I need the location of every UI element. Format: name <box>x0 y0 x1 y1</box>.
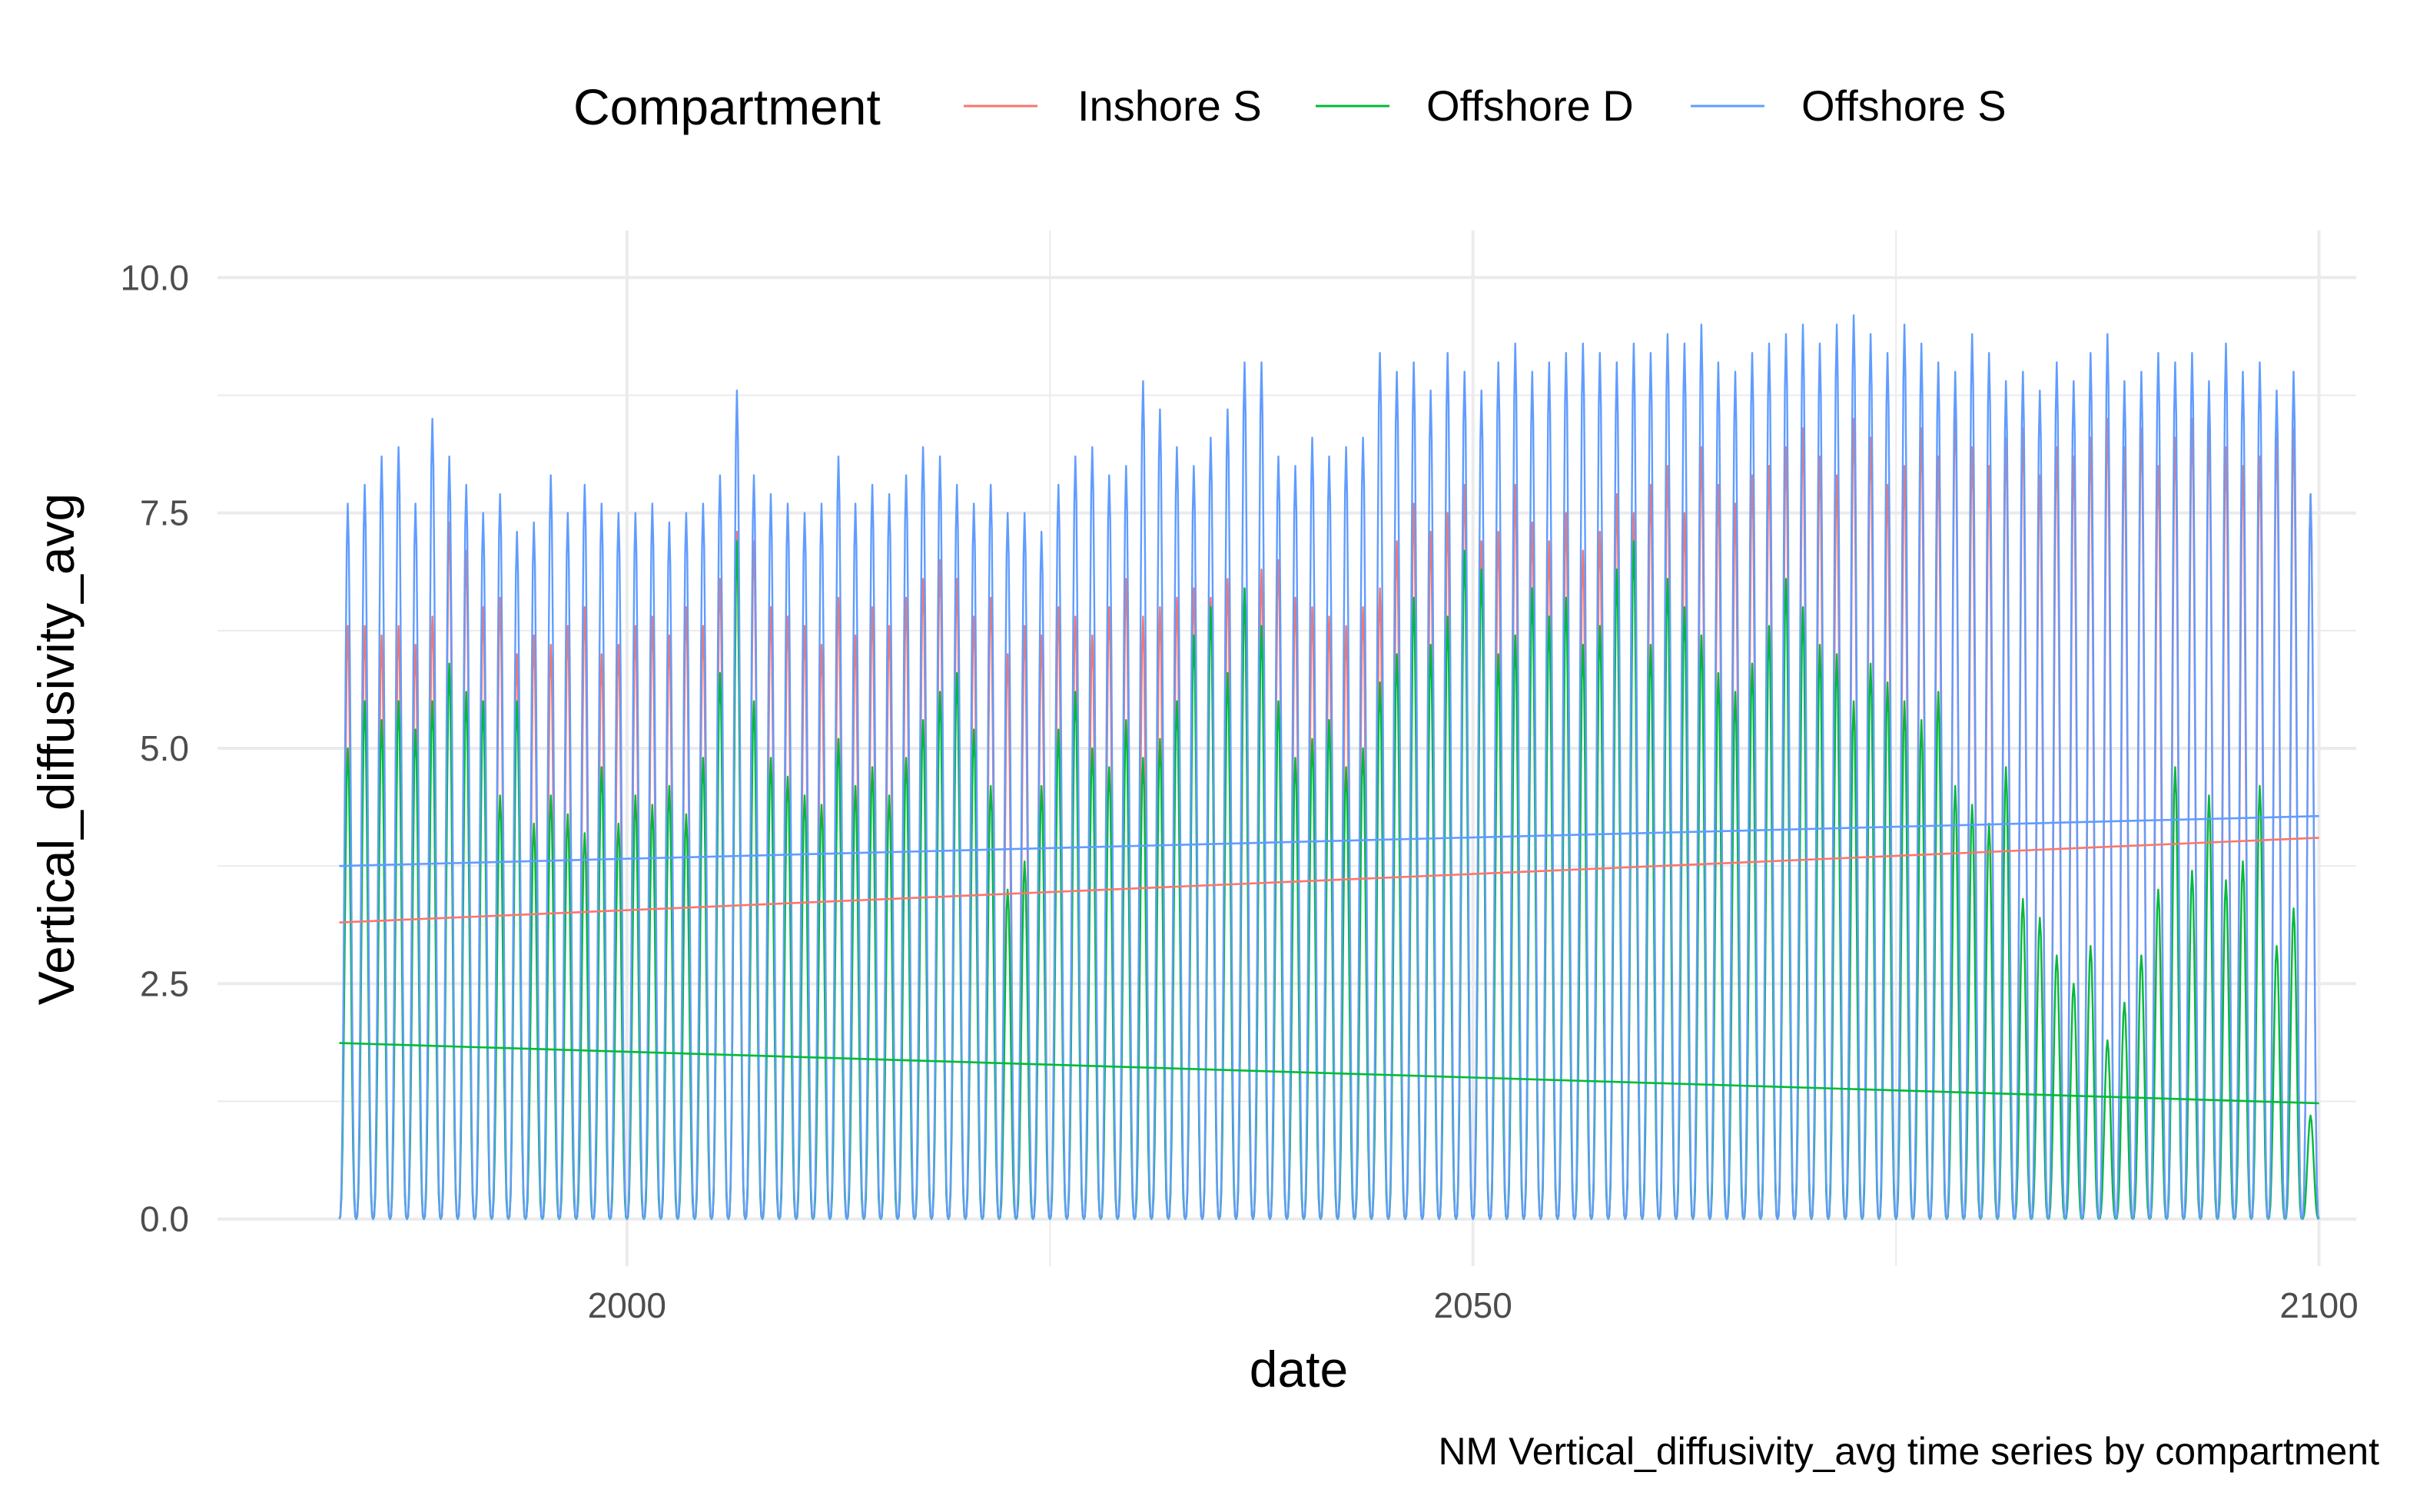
legend-label-inshore-s: Inshore S <box>1077 81 1262 130</box>
legend-title: Compartment <box>573 78 881 135</box>
y-tick-label: 0.0 <box>140 1199 189 1239</box>
trend-line-offshore-s <box>339 814 2319 867</box>
x-tick-labels: 2000 2050 2100 <box>588 1285 2359 1325</box>
series-line-inshore-s <box>338 408 2320 1220</box>
legend-label-offshore-d: Offshore D <box>1426 81 1634 130</box>
y-tick-label: 2.5 <box>140 963 189 1003</box>
legend: Compartment Inshore S Offshore D Offshor… <box>573 78 2007 135</box>
x-tick-label: 2050 <box>1434 1285 1512 1325</box>
trend-layer <box>339 814 2319 1105</box>
grid-major <box>217 230 2356 1266</box>
y-tick-label: 7.5 <box>140 493 189 533</box>
x-tick-label: 2100 <box>2279 1285 2358 1325</box>
y-axis-title: Vertical_diffusivity_avg <box>28 493 85 1005</box>
y-tick-labels: 0.0 2.5 5.0 7.5 10.0 <box>120 257 189 1238</box>
y-tick-label: 5.0 <box>140 728 189 768</box>
series-line-offshore-s <box>338 314 2320 1220</box>
x-axis-title: date <box>1250 1341 1348 1398</box>
trend-line-inshore-s <box>339 837 2319 924</box>
x-tick-label: 2000 <box>588 1285 666 1325</box>
caption: NM Vertical_diffusivity_avg time series … <box>1438 1430 2379 1473</box>
trend-line-offshore-d <box>339 1042 2319 1105</box>
legend-label-offshore-s: Offshore S <box>1801 81 2007 130</box>
y-tick-label: 10.0 <box>120 257 189 297</box>
